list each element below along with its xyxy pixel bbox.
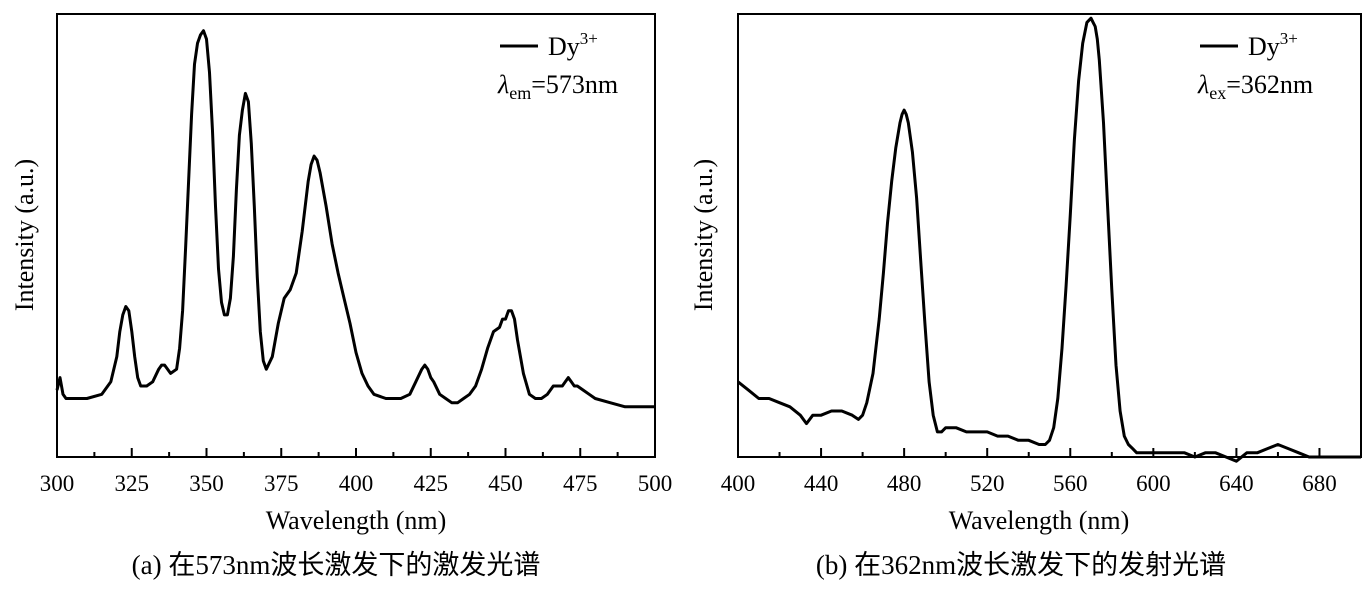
chart-b-x-ticks bbox=[737, 448, 1362, 457]
chart-a-y-axis-title: Intensity (a.u.) bbox=[10, 159, 39, 311]
chart-b-x-tick-label: 400 bbox=[721, 471, 756, 496]
chart-a-x-tick-label: 350 bbox=[189, 471, 224, 496]
chart-b-legend: Dy3+ λex=362nm bbox=[1197, 29, 1313, 103]
chart-b-x-tick-labels: 400 440 480 520 560 600 640 680 bbox=[721, 471, 1337, 496]
chart-a-x-tick-label: 400 bbox=[339, 471, 374, 496]
chart-a-x-tick-label: 500 bbox=[638, 471, 673, 496]
chart-a-x-ticks bbox=[56, 448, 656, 457]
chart-b-legend-label: Dy3+ bbox=[1248, 29, 1298, 61]
chart-b-series-line bbox=[737, 16, 1361, 463]
chart-b-x-tick-label: 480 bbox=[887, 471, 922, 496]
chart-b-x-tick-label: 680 bbox=[1302, 471, 1337, 496]
chart-b-x-tick-label: 600 bbox=[1136, 471, 1171, 496]
chart-b-frame bbox=[737, 13, 1362, 458]
chart-a-series-line bbox=[55, 29, 655, 409]
chart-a-legend: Dy3+ λem=573nm bbox=[497, 29, 618, 103]
chart-b: 400 440 480 520 560 600 640 680 Wavelength (nm)… bbox=[689, 13, 1362, 580]
chart-a-x-tick-label: 325 bbox=[115, 471, 150, 496]
chart-a-x-tick-labels: 300 325 350 375 400 425 450 475 500 bbox=[40, 471, 673, 496]
chart-a-legend-label: Dy3+ bbox=[548, 29, 598, 61]
chart-b-x-tick-label: 560 bbox=[1053, 471, 1088, 496]
chart-a-x-tick-label: 450 bbox=[488, 471, 523, 496]
chart-b-x-tick-label: 640 bbox=[1219, 471, 1254, 496]
chart-b-x-axis-title: Wavelength (nm) bbox=[949, 506, 1130, 535]
chart-a-x-axis-title: Wavelength (nm) bbox=[266, 506, 447, 535]
chart-b-caption: (b) 在362nm波长激发下的发射光谱 bbox=[816, 550, 1226, 580]
chart-b-y-axis-title: Intensity (a.u.) bbox=[689, 159, 718, 311]
chart-a-x-tick-label: 300 bbox=[40, 471, 75, 496]
chart-b-x-tick-label: 520 bbox=[970, 471, 1005, 496]
chart-a-caption: (a) 在573nm波长激发下的激发光谱 bbox=[132, 550, 541, 580]
chart-a: 300 325 350 375 400 425 450 475 500 Wavelength (… bbox=[10, 13, 673, 580]
chart-a-x-tick-label: 375 bbox=[264, 471, 299, 496]
chart-a-x-tick-label: 475 bbox=[563, 471, 598, 496]
chart-b-legend-note: λex=362nm bbox=[1197, 70, 1313, 103]
chart-b-x-tick-label: 440 bbox=[804, 471, 839, 496]
chart-a-legend-note: λem=573nm bbox=[497, 70, 618, 103]
chart-a-x-tick-label: 425 bbox=[414, 471, 449, 496]
